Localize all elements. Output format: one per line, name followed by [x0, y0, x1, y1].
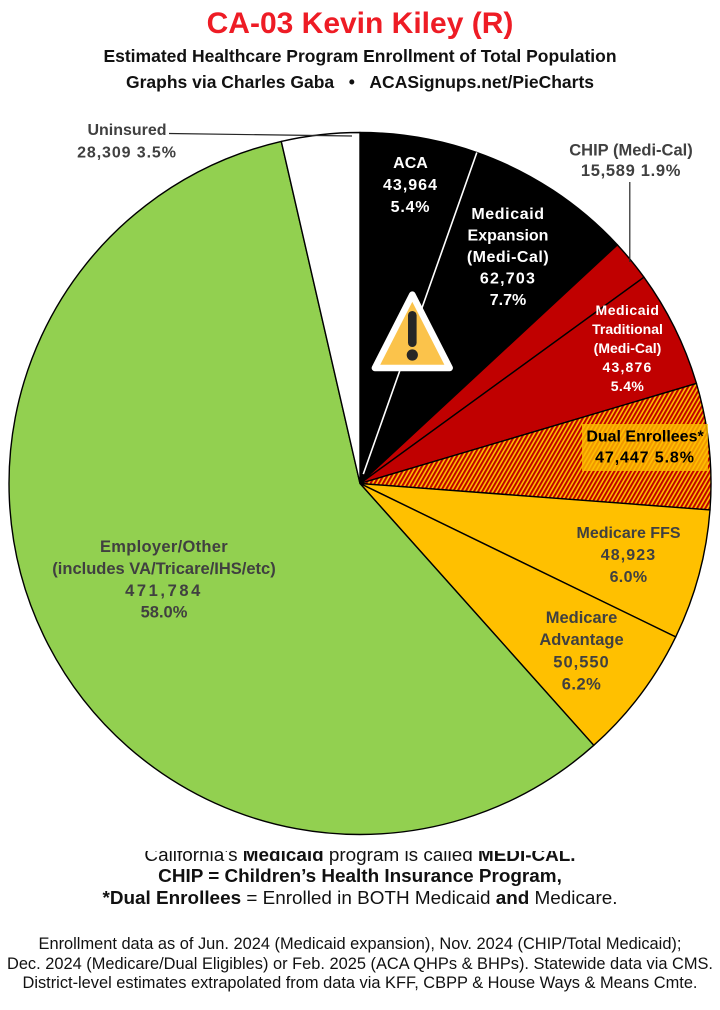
svg-text:ACA: ACA [393, 155, 428, 172]
svg-text:Employer/Other: Employer/Other [100, 538, 228, 556]
svg-text:50,550: 50,550 [553, 654, 609, 672]
svg-text:Uninsured: Uninsured [87, 122, 166, 139]
svg-text:Expansion: Expansion [468, 228, 549, 245]
svg-text:Medicaid: Medicaid [471, 206, 544, 223]
svg-text:Advantage: Advantage [539, 631, 623, 649]
svg-text:48,923: 48,923 [601, 547, 657, 564]
svg-text:58.0%: 58.0% [141, 604, 188, 622]
svg-text:(includes VA/Tricare/IHS/etc): (includes VA/Tricare/IHS/etc) [52, 560, 275, 578]
svg-text:62,703: 62,703 [480, 271, 536, 288]
svg-text:Traditional: Traditional [592, 321, 663, 337]
svg-text:6.0%: 6.0% [610, 569, 648, 586]
svg-text:(Medi-Cal): (Medi-Cal) [594, 340, 662, 356]
svg-text:(Medi-Cal): (Medi-Cal) [467, 249, 549, 266]
svg-text:28,309 3.5%: 28,309 3.5% [77, 145, 177, 162]
svg-text:Medicare: Medicare [546, 609, 618, 627]
svg-text:43,964: 43,964 [383, 177, 438, 194]
svg-text:6.2%: 6.2% [562, 676, 602, 694]
svg-text:Medicare FFS: Medicare FFS [576, 525, 680, 542]
svg-text:47,447 5.8%: 47,447 5.8% [595, 450, 695, 467]
svg-text:5.4%: 5.4% [611, 378, 645, 394]
svg-text:471,784: 471,784 [125, 582, 203, 600]
svg-text:43,876: 43,876 [602, 359, 652, 375]
svg-text:5.4%: 5.4% [391, 199, 431, 216]
svg-text:7.7%: 7.7% [490, 292, 526, 309]
svg-text:CHIP (Medi-Cal): CHIP (Medi-Cal) [569, 142, 692, 160]
svg-text:15,589 1.9%: 15,589 1.9% [581, 162, 681, 180]
svg-text:Medicaid: Medicaid [596, 302, 660, 318]
svg-text:Dual Enrollees*: Dual Enrollees* [586, 429, 704, 446]
